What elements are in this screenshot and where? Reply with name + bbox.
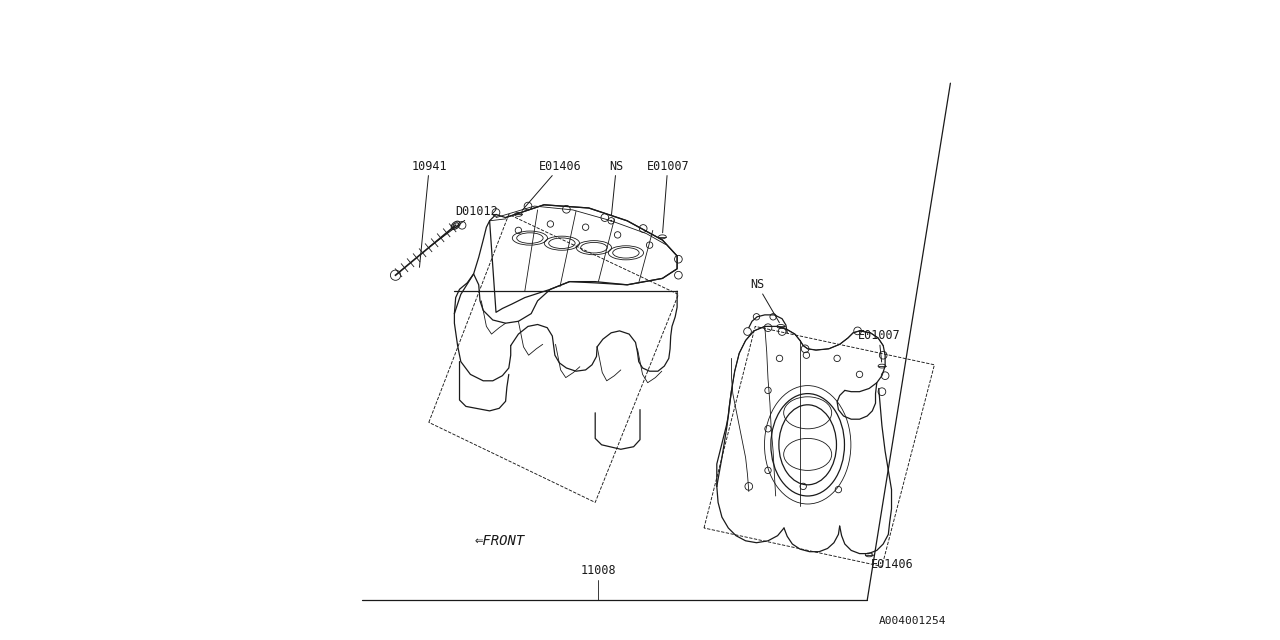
Text: E01406: E01406 [870, 555, 913, 571]
Text: E01007: E01007 [858, 330, 900, 362]
Text: A004001254: A004001254 [878, 616, 946, 626]
Text: NS: NS [750, 278, 780, 323]
Text: 11008: 11008 [581, 564, 616, 577]
Circle shape [611, 220, 612, 221]
Text: NS: NS [609, 160, 623, 215]
Text: 10941: 10941 [412, 160, 447, 268]
Text: E01406: E01406 [522, 160, 581, 211]
Text: E01007: E01007 [646, 160, 689, 233]
Text: D01012: D01012 [430, 205, 498, 246]
Text: ⇐FRONT: ⇐FRONT [475, 534, 525, 548]
